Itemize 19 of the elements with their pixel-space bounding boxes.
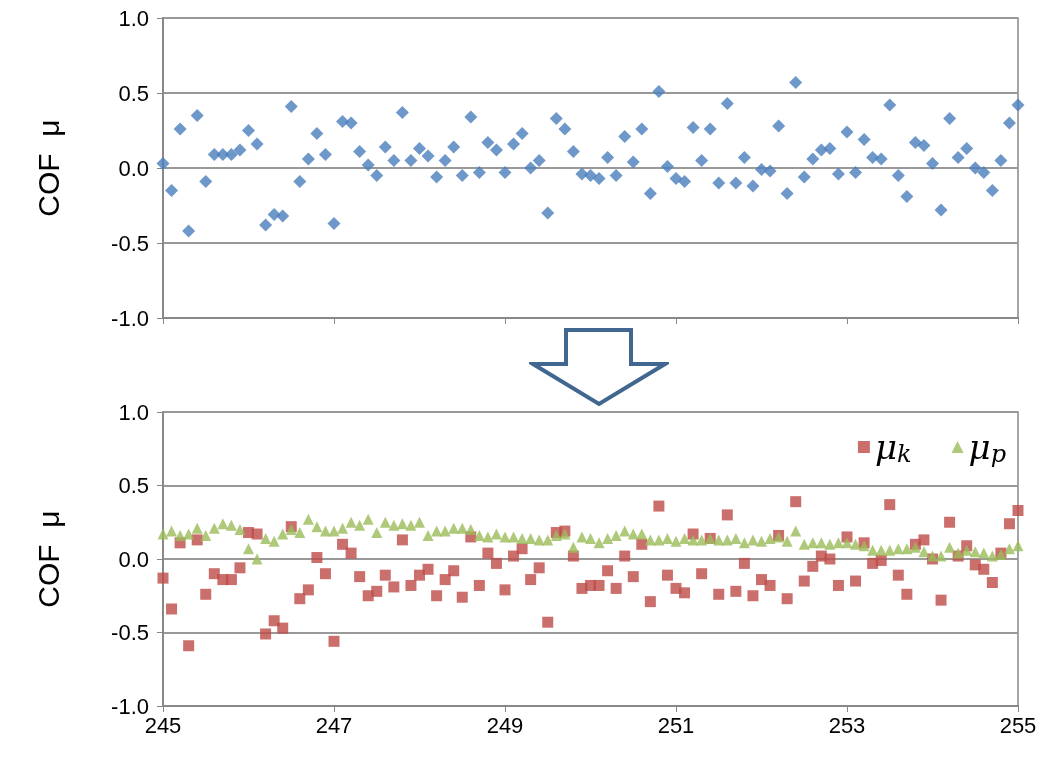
legend-label: μp — [968, 427, 1007, 468]
y-tick-label: 0.0 — [118, 155, 149, 181]
y-tick-label: -1.0 — [111, 693, 149, 719]
y-tick-label: 0.5 — [118, 80, 149, 106]
y-tick-label: 0.5 — [118, 473, 149, 498]
legend-label: μk — [874, 427, 912, 468]
x-tick-label: 253 — [828, 712, 866, 738]
y-tick-label: -0.5 — [111, 230, 149, 256]
y-tick-label: 0.0 — [118, 546, 149, 572]
y-tick-label: 1.0 — [118, 399, 149, 425]
x-tick-label: 251 — [657, 712, 695, 738]
y-tick-label: -0.5 — [111, 620, 149, 645]
y-axis-title: COF μ — [31, 510, 65, 608]
x-tick-label: 247 — [315, 712, 353, 738]
x-tick-label: 249 — [486, 712, 524, 738]
x-tick-label: 255 — [999, 712, 1037, 738]
y-tick-label: -1.0 — [111, 305, 149, 331]
y-tick-label: 1.0 — [118, 5, 149, 31]
y-axis-title: COF μ — [31, 119, 65, 217]
